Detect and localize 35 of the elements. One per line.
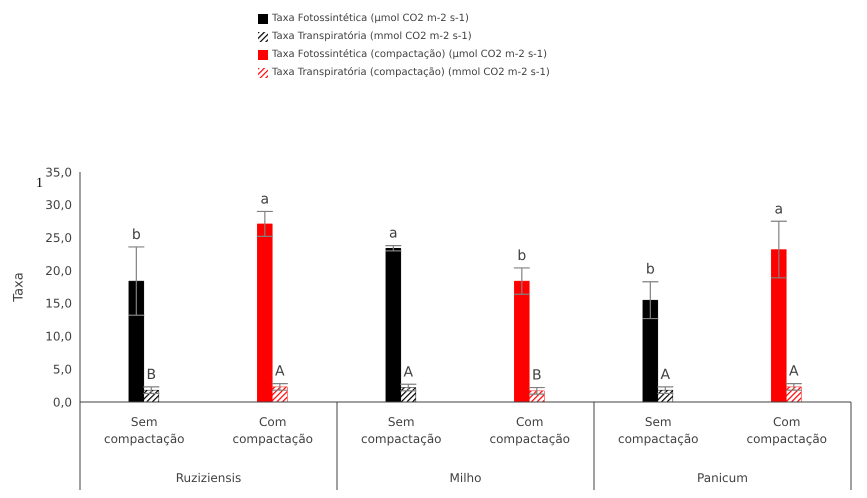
y-axis-title: Taxa [12,272,27,303]
x-tick-label: Sem compactação [360,415,442,446]
y-tick-label: 15,0 [45,296,72,311]
legend-label: Taxa Fotossintética (compactação) (µmol CO2 m-2 s-1) [272,48,548,62]
legend-label: Taxa Transpiratória (mmol CO2 m-2 s-1) [272,30,472,44]
y-tick-label: 25,0 [45,230,72,245]
x-tick-label: Com compactação [232,415,314,446]
legend-label: Taxa Fotossintética (µmol CO2 m-2 s-1) [272,12,469,26]
x-tick-label: Com compactação [489,415,570,446]
y-tick-label: 20,0 [45,264,72,278]
y-tick-label: 10,0 [45,330,72,344]
x-tick-label: Sem compactação [104,415,185,446]
data-label: b [646,262,655,278]
data-label: b [132,226,141,243]
text: Panicum [697,471,748,485]
data-label: A [789,364,800,380]
data-label: B [532,368,542,384]
text: 1 [36,176,43,192]
y-tick-label: 30,0 [45,198,72,212]
y-tick-label: 0,0 [52,395,72,410]
data-label: B [146,366,156,383]
data-label: a [260,191,270,208]
data-label: A [404,364,414,380]
text: Ruziziensis [176,471,242,485]
data-label: a [389,226,398,242]
x-tick-label: Com compactação [746,415,828,446]
y-tick-label: 35,0 [45,165,72,180]
legend-label: Taxa Transpiratória (compactação) (mmol CO2 m-2 s-1) [272,66,550,80]
data-label: A [275,364,286,380]
y-tick-label: 5,0 [52,362,72,376]
data-label: A [660,366,671,383]
x-tick-label: Sem compactação [618,415,699,446]
data-label: b [517,248,526,264]
text: Milho [450,471,482,485]
data-label: a [774,201,784,218]
